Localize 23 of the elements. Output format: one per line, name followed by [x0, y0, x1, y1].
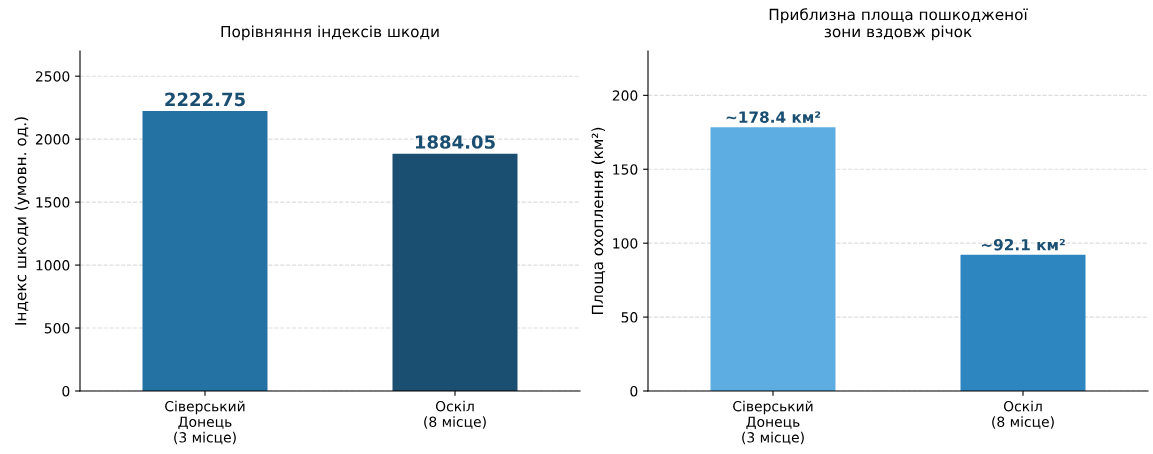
y-tick-label: 1500	[36, 197, 70, 208]
y-tick-label: 0	[630, 385, 638, 397]
x-tick-label: Оскіл (8 місце)	[992, 400, 1054, 429]
data-label: 2222.75	[165, 92, 245, 107]
data-label: 1884.05	[415, 135, 495, 149]
y-tick-label: 50	[621, 312, 638, 323]
data-label: ~178.4 км²	[726, 111, 821, 123]
y-tick-label: 100	[613, 238, 638, 249]
y-tick-label: 500	[44, 323, 70, 334]
y-tick-label: 200	[612, 90, 638, 101]
y-axis-title: Площа охоплення (км²)	[591, 127, 606, 314]
y-tick-label: 150	[613, 164, 638, 175]
chart-title: Порівняння індексів шкоди	[221, 25, 439, 41]
chart-title: Приблизна площа пошкодженої зони вздовж річок	[769, 8, 1028, 41]
x-tick-label: Сіверський Донець (3 місце)	[165, 400, 245, 445]
x-tick-label: Оскіл (8 місце)	[424, 400, 486, 429]
y-axis-title: Індекс шкоди (умовн. од.)	[14, 117, 30, 325]
y-tick-label: 2000	[35, 134, 70, 145]
y-tick-label: 0	[62, 385, 70, 397]
y-tick-label: 2500	[35, 71, 70, 82]
y-tick-label: 1000	[36, 260, 70, 271]
x-tick-label: Сіверський Донець (3 місце)	[733, 400, 813, 445]
data-label: ~92.1 км²	[981, 238, 1065, 251]
